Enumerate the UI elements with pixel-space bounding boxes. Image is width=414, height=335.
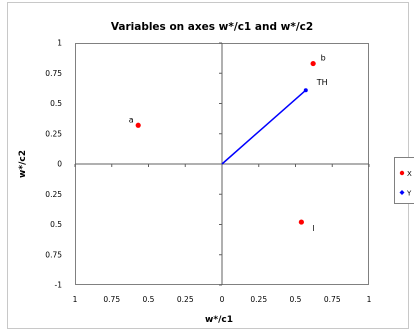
x-tick-label: 0.75: [324, 295, 341, 304]
legend-label-y: Y: [406, 190, 412, 198]
point-a: [136, 123, 141, 128]
y-tick-label: 0.5: [50, 220, 62, 229]
x-axis-title: w*/c1: [205, 315, 233, 325]
x-tick-label: 0.5: [290, 295, 302, 304]
y-tick-label: 0.5: [50, 99, 62, 108]
x-tick-label: 0.25: [250, 295, 267, 304]
x-tick-label: 0.25: [177, 295, 194, 304]
x-axis-tick-labels: 1 0.75 0.5 0.25 0 0.25 0.5 0.75 1: [73, 295, 372, 304]
legend-label-x: X: [407, 170, 412, 178]
point-label-b: b: [321, 54, 326, 63]
x-tick-label: 0.75: [103, 295, 120, 304]
y-tick-label: 0.25: [45, 190, 62, 199]
y-tick-label: -1: [55, 281, 63, 290]
legend-marker-x: [400, 171, 404, 175]
th-vector-end-marker: [304, 88, 308, 92]
y-tick-label: 0: [57, 160, 62, 169]
x-tick-label: 1: [367, 295, 372, 304]
point-label-l: l: [312, 224, 314, 233]
y-axis-title: w*/c2: [18, 150, 28, 178]
x-tick-label: 0.5: [143, 295, 155, 304]
legend: X Y: [395, 158, 414, 204]
y-tick-label: 0.25: [45, 129, 62, 138]
point-b: [311, 61, 316, 66]
point-label-a: a: [129, 115, 134, 124]
x-tick-label: 0: [220, 295, 225, 304]
chart-title: Variables on axes w*/c1 and w*/c2: [111, 21, 313, 33]
chart-area-border: [8, 3, 409, 329]
y-tick-label: 0.75: [45, 250, 62, 259]
y-tick-label: 0.75: [45, 69, 62, 78]
th-vector-label: TH: [316, 78, 328, 87]
x-tick-label: 1: [73, 295, 78, 304]
point-l: [299, 219, 304, 224]
y-tick-label: 1: [57, 39, 62, 48]
